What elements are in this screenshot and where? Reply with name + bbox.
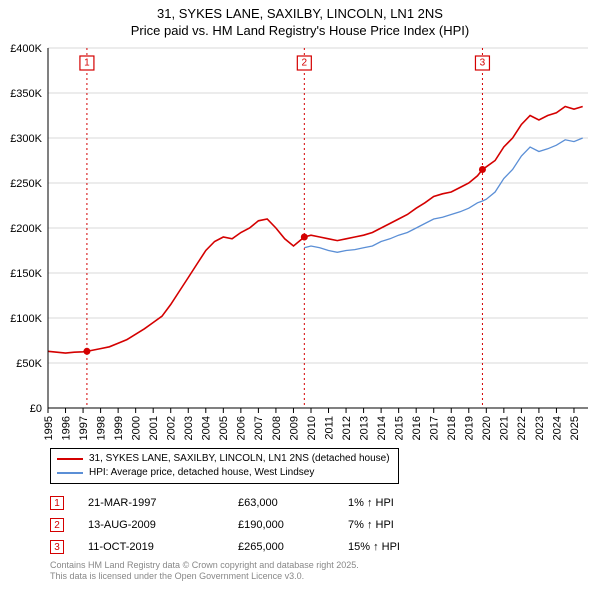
- svg-text:£50K: £50K: [16, 358, 42, 370]
- sales-table: 1 21-MAR-1997 £63,000 1% ↑ HPI 2 13-AUG-…: [50, 492, 400, 558]
- table-row: 3 11-OCT-2019 £265,000 15% ↑ HPI: [50, 536, 400, 558]
- svg-text:2022: 2022: [516, 416, 528, 440]
- svg-text:2020: 2020: [481, 416, 493, 440]
- sale-price: £265,000: [238, 541, 348, 553]
- legend-label: 31, SYKES LANE, SAXILBY, LINCOLN, LN1 2N…: [89, 452, 390, 466]
- svg-text:2013: 2013: [358, 416, 370, 440]
- svg-text:2024: 2024: [551, 416, 563, 440]
- svg-text:2011: 2011: [323, 416, 335, 440]
- legend-swatch: [57, 472, 83, 474]
- svg-text:2015: 2015: [393, 416, 405, 440]
- svg-text:2021: 2021: [499, 416, 511, 440]
- svg-text:2006: 2006: [236, 416, 248, 440]
- svg-text:£100K: £100K: [10, 313, 42, 325]
- title-line-2: Price paid vs. HM Land Registry's House …: [0, 23, 600, 40]
- footer-line: Contains HM Land Registry data © Crown c…: [50, 560, 359, 571]
- legend-swatch: [57, 458, 83, 460]
- chart-container: 31, SYKES LANE, SAXILBY, LINCOLN, LN1 2N…: [0, 0, 600, 590]
- svg-text:2025: 2025: [569, 416, 581, 440]
- chart-plot-area: £0£50K£100K£150K£200K£250K£300K£350K£400…: [48, 48, 588, 408]
- legend: 31, SYKES LANE, SAXILBY, LINCOLN, LN1 2N…: [50, 448, 399, 484]
- svg-text:2019: 2019: [464, 416, 476, 440]
- svg-text:1995: 1995: [43, 416, 55, 440]
- title-line-1: 31, SYKES LANE, SAXILBY, LINCOLN, LN1 2N…: [0, 6, 600, 23]
- sale-marker-number: 2: [54, 520, 60, 531]
- svg-text:£300K: £300K: [10, 133, 42, 145]
- svg-text:2018: 2018: [446, 416, 458, 440]
- sale-marker-number: 3: [54, 542, 60, 553]
- svg-text:1998: 1998: [95, 416, 107, 440]
- svg-text:£150K: £150K: [10, 268, 42, 280]
- svg-text:1996: 1996: [60, 416, 72, 440]
- sale-hpi: 1% ↑ HPI: [348, 497, 394, 509]
- svg-text:2010: 2010: [306, 416, 318, 440]
- svg-text:2003: 2003: [183, 416, 195, 440]
- svg-text:£350K: £350K: [10, 88, 42, 100]
- svg-text:1999: 1999: [113, 416, 125, 440]
- svg-text:2017: 2017: [429, 416, 441, 440]
- svg-text:2002: 2002: [166, 416, 178, 440]
- svg-text:2001: 2001: [148, 416, 160, 440]
- sale-marker-box: 3: [50, 540, 64, 554]
- sale-marker-box: 2: [50, 518, 64, 532]
- svg-text:2004: 2004: [201, 416, 213, 440]
- legend-item: HPI: Average price, detached house, West…: [57, 466, 390, 480]
- svg-text:£200K: £200K: [10, 223, 42, 235]
- svg-text:£250K: £250K: [10, 178, 42, 190]
- sale-marker-box: 1: [50, 496, 64, 510]
- svg-text:2012: 2012: [341, 416, 353, 440]
- sale-date: 21-MAR-1997: [88, 497, 238, 509]
- svg-text:2009: 2009: [288, 416, 300, 440]
- chart-title: 31, SYKES LANE, SAXILBY, LINCOLN, LN1 2N…: [0, 0, 600, 40]
- table-row: 2 13-AUG-2009 £190,000 7% ↑ HPI: [50, 514, 400, 536]
- svg-text:2014: 2014: [376, 416, 388, 440]
- svg-text:2016: 2016: [411, 416, 423, 440]
- sale-price: £190,000: [238, 519, 348, 531]
- sale-hpi: 7% ↑ HPI: [348, 519, 394, 531]
- svg-text:2005: 2005: [218, 416, 230, 440]
- legend-label: HPI: Average price, detached house, West…: [89, 466, 314, 480]
- svg-text:2: 2: [302, 58, 308, 69]
- svg-text:2007: 2007: [253, 416, 265, 440]
- sale-date: 13-AUG-2009: [88, 519, 238, 531]
- svg-text:2008: 2008: [271, 416, 283, 440]
- sale-price: £63,000: [238, 497, 348, 509]
- legend-item: 31, SYKES LANE, SAXILBY, LINCOLN, LN1 2N…: [57, 452, 390, 466]
- footer-line: This data is licensed under the Open Gov…: [50, 571, 359, 582]
- footer-attribution: Contains HM Land Registry data © Crown c…: [50, 560, 359, 583]
- sale-date: 11-OCT-2019: [88, 541, 238, 553]
- sale-marker-number: 1: [54, 498, 60, 509]
- svg-text:3: 3: [480, 58, 486, 69]
- sale-hpi: 15% ↑ HPI: [348, 541, 400, 553]
- svg-text:£400K: £400K: [10, 43, 42, 55]
- svg-text:2000: 2000: [131, 416, 143, 440]
- table-row: 1 21-MAR-1997 £63,000 1% ↑ HPI: [50, 492, 400, 514]
- svg-text:£0: £0: [30, 403, 42, 415]
- svg-text:1: 1: [84, 58, 90, 69]
- chart-svg: £0£50K£100K£150K£200K£250K£300K£350K£400…: [48, 48, 588, 408]
- svg-text:2023: 2023: [534, 416, 546, 440]
- svg-text:1997: 1997: [78, 416, 90, 440]
